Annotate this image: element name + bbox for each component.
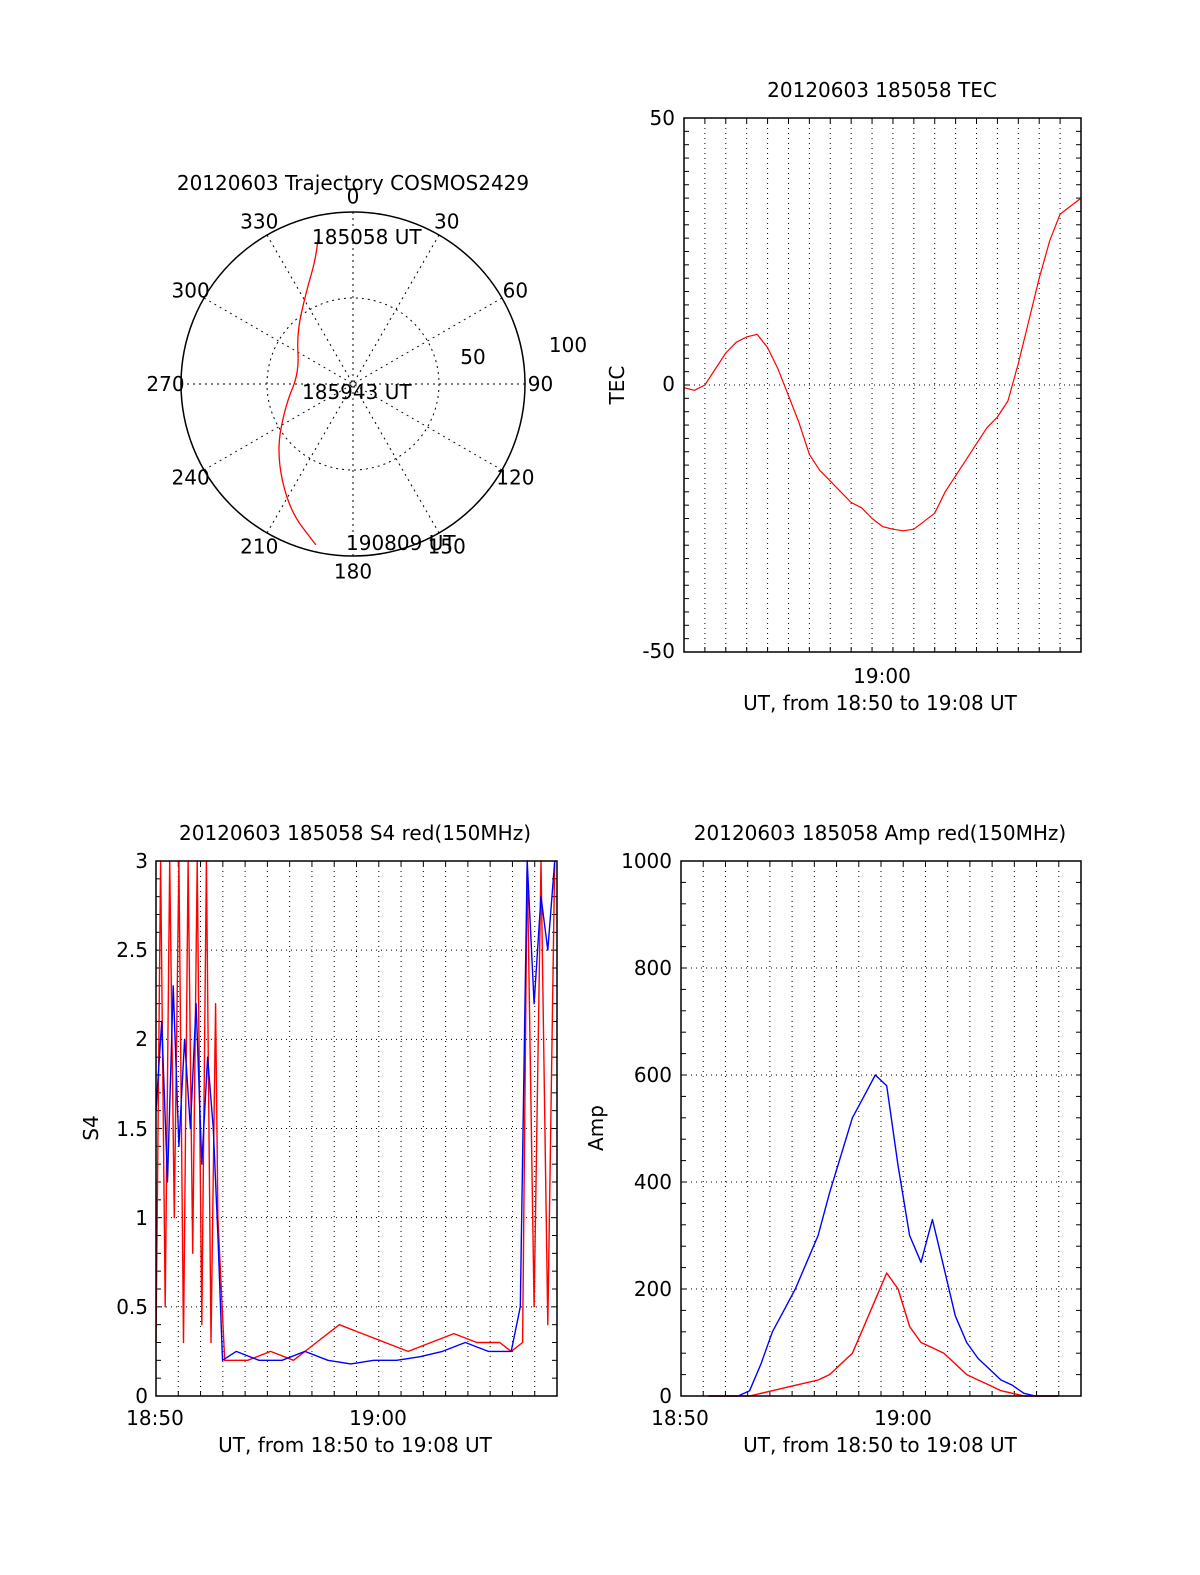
amp-x-tick-1900: 19:00 [874,1406,932,1430]
tec-ylabel: TEC [605,366,629,406]
polar-azimuth-label: 60 [503,278,528,302]
polar-trajectory [278,234,320,546]
amp-x-tick-1850: 18:50 [651,1406,709,1430]
polar-azimuth-label: 150 [428,534,466,558]
tec-y-tick-50: 50 [650,106,675,130]
polar-trajectory-line [278,234,320,546]
tec-x-tick-1900: 19:00 [853,664,911,688]
polar-radial-label-50: 50 [460,345,485,369]
s4-y-tick-1: 1 [135,1206,148,1230]
s4-y-tick-1-5: 1.5 [116,1117,148,1141]
amp-chart: 20120603 185058 Amp red(150MHz) 18:50 19… [584,821,1082,1457]
amp-y-tick-1000: 1000 [621,849,672,873]
s4-x-tick-1900: 19:00 [349,1406,407,1430]
plot-frame [155,860,558,1397]
polar-azimuth-label: 0 [347,185,360,209]
polar-trajectory-chart: 20120603 Trajectory COSMOS2429 0 30 60 90 12… [146,171,587,583]
polar-point-label-end: 190809 UT [346,531,456,555]
s4-ylabel: S4 [79,1115,103,1140]
polar-radial-label-100: 100 [549,333,587,357]
amp-plot-area [680,860,1082,1397]
amp-y-tick-0: 0 [659,1384,672,1408]
polar-azimuth-label: 30 [434,210,459,234]
tec-chart: 20120603 185058 TEC 19:00 UT, from 18:50… [605,78,1082,715]
polar-azimuth-label: 270 [146,372,184,396]
s4-title: 20120603 185058 S4 red(150MHz) [179,821,531,845]
s4-xlabel: UT, from 18:50 to 19:08 UT [218,1433,493,1457]
s4-y-tick-0-5: 0.5 [116,1295,148,1319]
polar-azimuth-label: 300 [172,278,210,302]
series-line-1 [708,1272,1059,1397]
polar-grid [180,211,526,557]
polar-point-label-start: 185058 UT [312,225,422,249]
tec-title: 20120603 185058 TEC [767,78,997,102]
polar-azimuth-label: 330 [240,210,278,234]
amp-y-tick-400: 400 [634,1170,672,1194]
s4-y-tick-3: 3 [135,849,148,873]
polar-azimuth-label: 180 [334,559,372,583]
s4-y-tick-2: 2 [135,1027,148,1051]
amp-ylabel: Amp [584,1105,608,1151]
polar-azimuth-label: 120 [496,466,534,490]
series-line-0 [683,197,1082,532]
polar-labels: 0 30 60 90 120 150 180 210 240 270 300 330 50 100 [146,185,587,584]
s4-chart: 20120603 185058 S4 red(150MHz) 18:50 19:… [79,821,558,1457]
s4-y-tick-0: 0 [135,1384,148,1408]
plot-frame [680,860,1082,1397]
series-line-0 [155,860,556,1361]
amp-title: 20120603 185058 Amp red(150MHz) [694,821,1066,845]
polar-azimuth-label: 90 [528,372,553,396]
series-line-0 [708,1074,1059,1397]
series-line-1 [155,860,556,1365]
tec-y-tick-neg50: -50 [642,639,675,663]
s4-y-tick-2-5: 2.5 [116,938,148,962]
amp-xlabel: UT, from 18:50 to 19:08 UT [743,1433,1018,1457]
tec-plot-area [683,117,1082,653]
amp-y-tick-600: 600 [634,1063,672,1087]
polar-azimuth-label: 240 [172,466,210,490]
amp-y-tick-800: 800 [634,956,672,980]
polar-title: 20120603 Trajectory COSMOS2429 [177,171,529,195]
tec-y-tick-0: 0 [662,372,675,396]
tec-xlabel: UT, from 18:50 to 19:08 UT [743,691,1018,715]
polar-point-label-mid: 185943 UT [302,380,412,404]
amp-y-tick-200: 200 [634,1277,672,1301]
polar-azimuth-label: 210 [240,534,278,558]
s4-x-tick-1850: 18:50 [126,1406,184,1430]
s4-plot-area [155,860,558,1397]
plot-frame [683,117,1082,653]
